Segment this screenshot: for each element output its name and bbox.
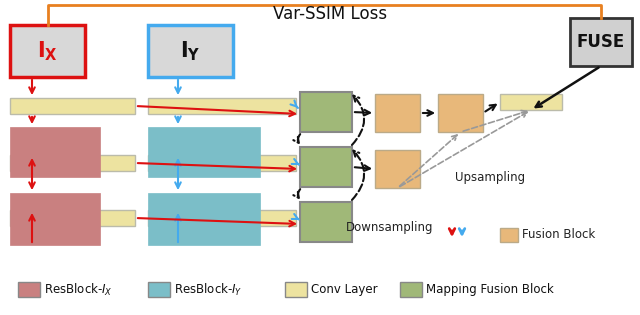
Bar xyxy=(10,127,100,177)
Bar xyxy=(148,282,170,297)
Text: Var-SSIM Loss: Var-SSIM Loss xyxy=(273,5,387,23)
Text: FUSE: FUSE xyxy=(577,33,625,51)
Bar xyxy=(500,94,562,110)
Text: Fusion Block: Fusion Block xyxy=(522,228,595,242)
Bar xyxy=(148,155,296,171)
Bar xyxy=(500,228,518,242)
FancyArrowPatch shape xyxy=(293,134,300,143)
Bar xyxy=(148,193,260,245)
Bar xyxy=(148,127,260,177)
Bar xyxy=(10,155,135,171)
Bar xyxy=(400,282,422,297)
Bar xyxy=(148,25,233,77)
Bar xyxy=(300,92,352,132)
Bar xyxy=(10,193,100,245)
Bar xyxy=(148,98,296,114)
Bar xyxy=(300,147,352,187)
Text: Downsampling: Downsampling xyxy=(346,221,434,234)
Bar xyxy=(10,25,85,77)
FancyArrowPatch shape xyxy=(352,96,364,145)
FancyArrowPatch shape xyxy=(293,189,300,198)
Text: ResBlock-$I_X$: ResBlock-$I_X$ xyxy=(44,282,113,298)
Bar xyxy=(285,282,307,297)
Bar xyxy=(10,98,135,114)
Text: Mapping Fusion Block: Mapping Fusion Block xyxy=(426,284,554,296)
Text: $\mathbf{I_Y}$: $\mathbf{I_Y}$ xyxy=(180,39,201,63)
Bar xyxy=(438,94,483,132)
Bar xyxy=(375,150,420,188)
FancyArrowPatch shape xyxy=(352,151,364,200)
Text: ResBlock-$I_Y$: ResBlock-$I_Y$ xyxy=(174,282,243,298)
Bar xyxy=(18,282,40,297)
Text: Upsampling: Upsampling xyxy=(455,171,525,185)
Text: Conv Layer: Conv Layer xyxy=(311,284,378,296)
Bar xyxy=(300,202,352,242)
Bar xyxy=(148,210,296,226)
Text: $\mathbf{I_X}$: $\mathbf{I_X}$ xyxy=(37,39,58,63)
Bar xyxy=(10,210,135,226)
Bar xyxy=(375,94,420,132)
Bar xyxy=(570,18,632,66)
